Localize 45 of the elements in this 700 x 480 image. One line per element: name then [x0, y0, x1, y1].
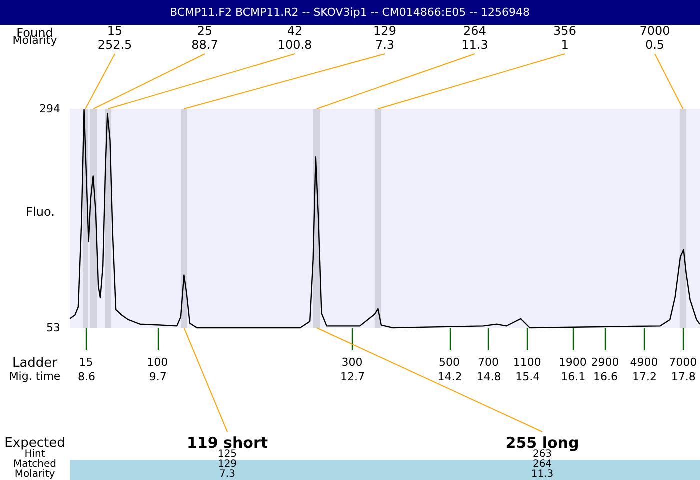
text: Molarity: [12, 34, 58, 47]
text: Ladder: [12, 356, 58, 371]
text: 500: [439, 356, 460, 369]
band-label: 129 7.3: [374, 24, 396, 52]
band-label: 356 1: [554, 24, 576, 52]
text: Mig. time: [9, 370, 61, 383]
text: Molarity: [14, 469, 56, 480]
x-tick-label: 14.8: [476, 370, 502, 384]
x-tick-label: 9.7: [149, 370, 167, 384]
y-tick-label: 294: [40, 102, 60, 116]
x-tick-label: 16.1: [561, 370, 586, 384]
text: 1900: [558, 356, 587, 369]
x-tick-label: 17.2: [632, 370, 657, 384]
text: 700: [478, 356, 499, 369]
text: 263: [532, 449, 552, 460]
y-tick-label: 53: [46, 322, 60, 334]
band-label: 7000 0.5: [640, 24, 670, 52]
band-label: 25 88.7: [192, 24, 218, 52]
y-axis-title: Fluo.: [26, 205, 55, 219]
text: 100: [147, 356, 168, 369]
line-series: [69, 109, 700, 329]
x-tick-label: 15.4: [516, 370, 540, 384]
band-label: 15 252.5: [98, 24, 132, 52]
x-tick-label: 8.6: [78, 370, 96, 384]
band-label: 42 100.8: [278, 24, 312, 52]
text: Matched: [13, 459, 57, 470]
text: 15: [79, 356, 94, 369]
x-tick-label: 12.7: [340, 370, 365, 384]
text: 300: [342, 356, 363, 369]
text: 2900: [591, 356, 620, 369]
text: 4900: [630, 356, 658, 369]
text: 11.3: [531, 469, 554, 480]
chart-title: BCMP11.F2 BCMP11.R2 -- SKOV3ip1 -- CM014866:E05 -- 1256948: [0, 0, 700, 25]
x-tick-label: 16.6: [594, 370, 618, 384]
text: 264: [532, 459, 552, 470]
text: 125: [218, 449, 238, 460]
x-tick-label: 14.2: [438, 370, 462, 384]
band-label: 264 11.3: [462, 24, 488, 52]
text: 7.3: [220, 469, 236, 480]
text: 7000: [669, 356, 698, 369]
text: 1100: [513, 356, 542, 369]
text: Expected: [4, 436, 66, 451]
text: 129: [218, 459, 238, 470]
text: Hint: [24, 449, 46, 460]
x-tick-label: 17.8: [671, 370, 696, 384]
